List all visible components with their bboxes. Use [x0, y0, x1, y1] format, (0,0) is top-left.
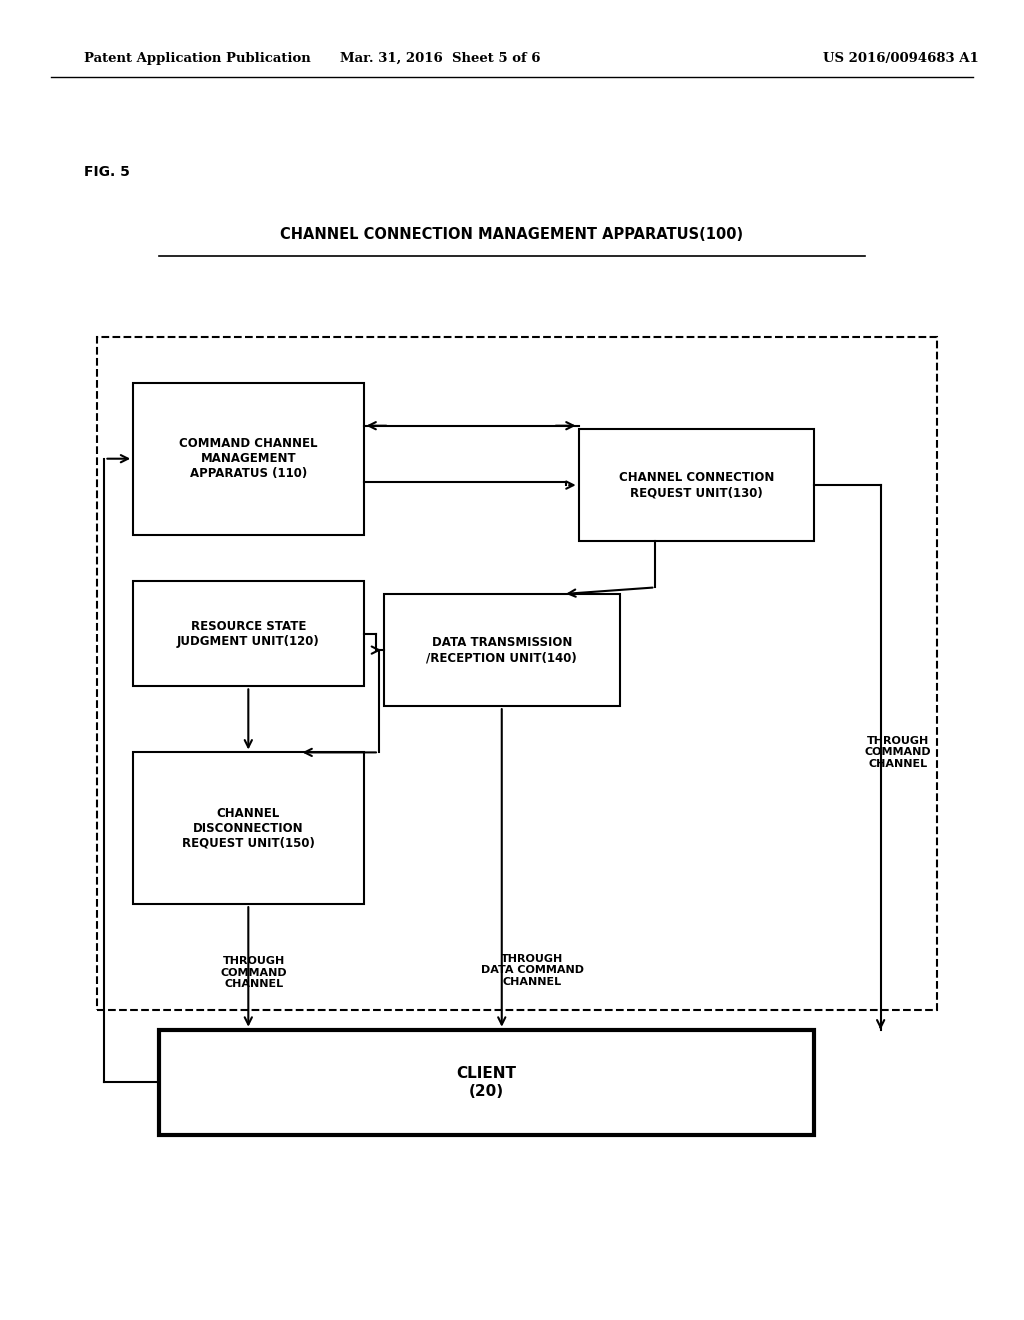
FancyBboxPatch shape [384, 594, 620, 706]
Text: CHANNEL CONNECTION
REQUEST UNIT(130): CHANNEL CONNECTION REQUEST UNIT(130) [618, 471, 774, 499]
Text: CHANNEL
DISCONNECTION
REQUEST UNIT(150): CHANNEL DISCONNECTION REQUEST UNIT(150) [182, 807, 314, 850]
Text: CLIENT
(20): CLIENT (20) [457, 1067, 516, 1098]
FancyBboxPatch shape [159, 1030, 814, 1135]
Text: Mar. 31, 2016  Sheet 5 of 6: Mar. 31, 2016 Sheet 5 of 6 [340, 51, 541, 65]
FancyBboxPatch shape [579, 429, 814, 541]
Text: US 2016/0094683 A1: US 2016/0094683 A1 [823, 51, 979, 65]
FancyBboxPatch shape [97, 337, 937, 1010]
Text: DATA TRANSMISSION
/RECEPTION UNIT(140): DATA TRANSMISSION /RECEPTION UNIT(140) [426, 636, 578, 664]
Text: RESOURCE STATE
JUDGMENT UNIT(120): RESOURCE STATE JUDGMENT UNIT(120) [177, 619, 319, 648]
Text: CHANNEL CONNECTION MANAGEMENT APPARATUS(100): CHANNEL CONNECTION MANAGEMENT APPARATUS(… [281, 227, 743, 243]
Text: Patent Application Publication: Patent Application Publication [84, 51, 310, 65]
FancyBboxPatch shape [133, 752, 364, 904]
Text: THROUGH
COMMAND
CHANNEL: THROUGH COMMAND CHANNEL [220, 956, 288, 990]
Text: COMMAND CHANNEL
MANAGEMENT
APPARATUS (110): COMMAND CHANNEL MANAGEMENT APPARATUS (11… [179, 437, 317, 480]
Text: THROUGH
COMMAND
CHANNEL: THROUGH COMMAND CHANNEL [864, 735, 932, 770]
FancyBboxPatch shape [133, 383, 364, 535]
Text: THROUGH
DATA COMMAND
CHANNEL: THROUGH DATA COMMAND CHANNEL [481, 953, 584, 987]
FancyBboxPatch shape [133, 581, 364, 686]
Text: FIG. 5: FIG. 5 [84, 165, 130, 178]
